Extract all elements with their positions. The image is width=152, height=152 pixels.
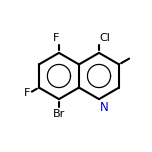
Text: F: F	[53, 33, 59, 43]
Text: Br: Br	[53, 109, 65, 119]
Text: N: N	[100, 101, 109, 114]
Text: F: F	[24, 88, 30, 98]
Text: Cl: Cl	[99, 33, 110, 43]
